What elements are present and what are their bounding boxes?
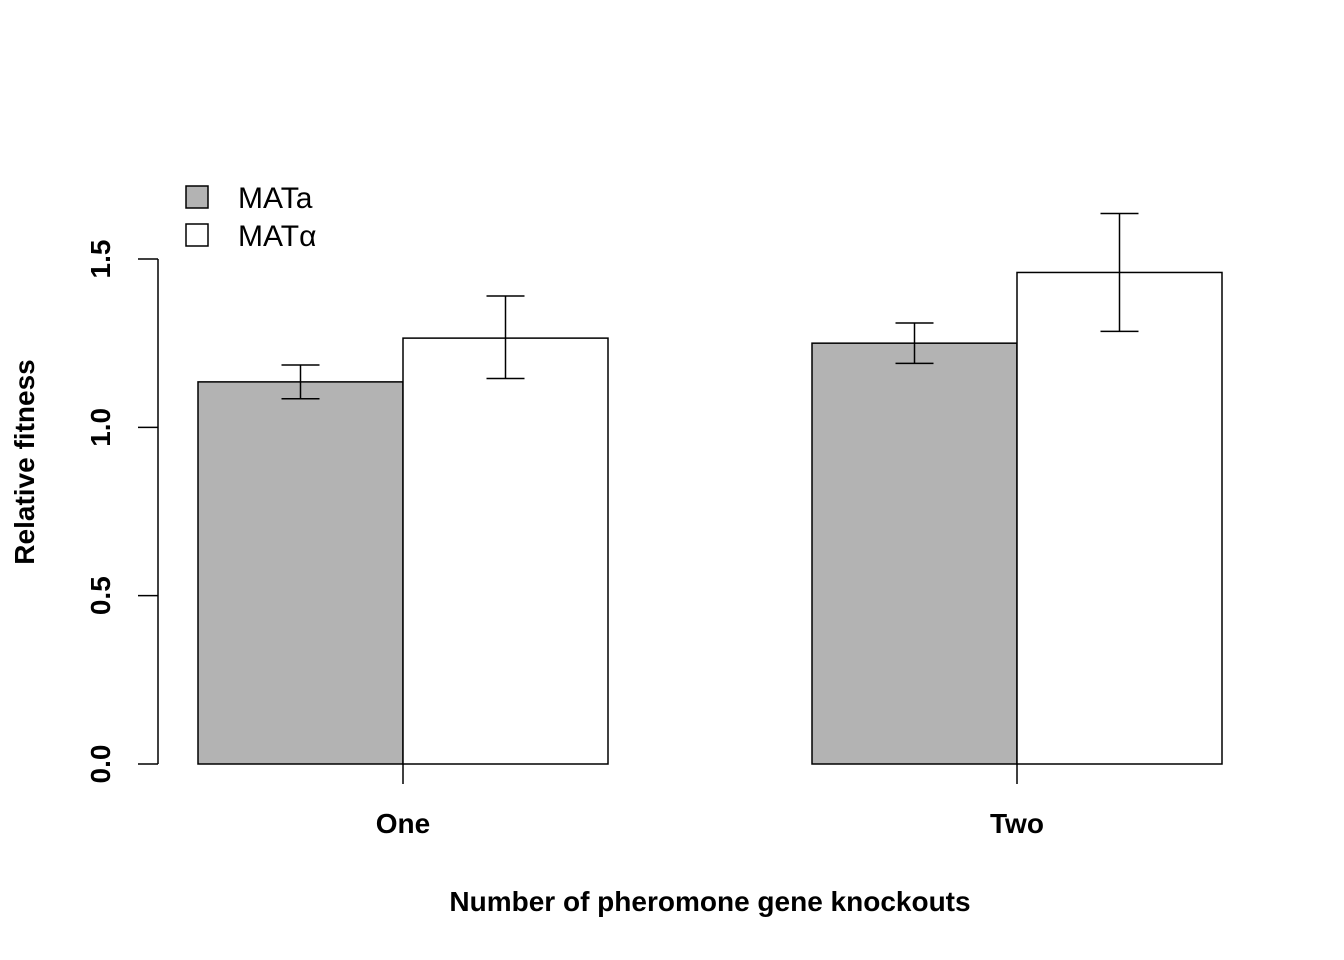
x-category-label: Two	[990, 808, 1044, 839]
legend-label-series-2: MATα	[238, 220, 316, 253]
legend-swatch-series-1	[185, 185, 209, 209]
legend-label-series-1: MATa	[238, 182, 313, 215]
error-bar-1-one	[281, 364, 320, 400]
bar-1-one	[197, 381, 404, 765]
bar-2-one	[402, 337, 609, 765]
bars-layer	[197, 271, 1223, 765]
bar-2-two	[1016, 271, 1223, 765]
error-bar-2-one	[486, 295, 525, 380]
y-tick-label: 0.5	[85, 576, 116, 615]
y-axis-title: Relative fitness	[9, 359, 40, 564]
error-bars-layer	[281, 212, 1139, 400]
y-tick-label: 1.5	[85, 240, 116, 279]
bar-1-two	[811, 342, 1018, 765]
legend: MATa MATα	[185, 182, 316, 253]
y-axis: 0.0 0.5 1.0 1.5	[85, 240, 159, 784]
x-axis-title: Number of pheromone gene knockouts	[449, 886, 970, 917]
legend-swatch-series-2	[185, 223, 209, 247]
y-tick-label: 1.0	[85, 408, 116, 447]
y-tick-label: 0.0	[85, 745, 116, 784]
error-bar-2-two	[1100, 212, 1139, 333]
x-axis: One Two	[376, 764, 1044, 839]
error-bar-1-two	[895, 322, 934, 365]
x-category-label: One	[376, 808, 430, 839]
